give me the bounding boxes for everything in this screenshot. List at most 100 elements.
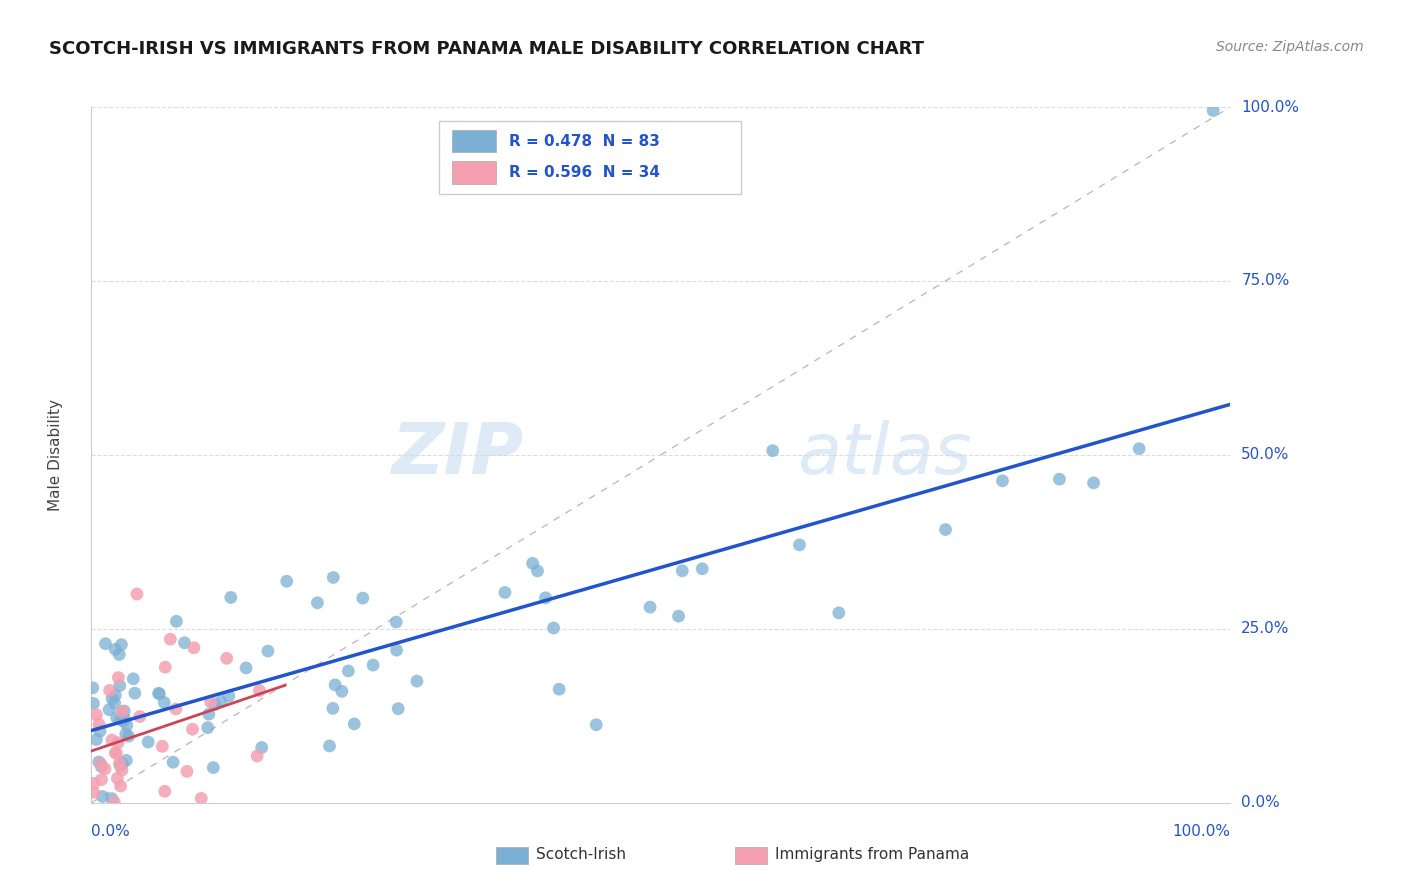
Point	[94, 762, 117, 776]
Point	[87, 755, 110, 769]
Point	[522, 557, 544, 571]
Point	[307, 596, 329, 610]
Text: Source: ZipAtlas.com: Source: ZipAtlas.com	[1216, 40, 1364, 54]
Point	[343, 717, 366, 731]
Point	[352, 591, 374, 606]
Point	[548, 682, 571, 697]
Point	[110, 638, 132, 652]
Point	[991, 474, 1014, 488]
Point	[406, 674, 429, 689]
Point	[173, 636, 195, 650]
Point	[534, 591, 557, 605]
Point	[181, 723, 204, 737]
Text: SCOTCH-IRISH VS IMMIGRANTS FROM PANAMA MALE DISABILITY CORRELATION CHART: SCOTCH-IRISH VS IMMIGRANTS FROM PANAMA M…	[49, 40, 924, 58]
Point	[526, 564, 548, 578]
Point	[105, 710, 128, 724]
Point	[89, 724, 111, 739]
Point	[101, 733, 124, 747]
Point	[204, 698, 226, 712]
Text: R = 0.596  N = 34: R = 0.596 N = 34	[509, 165, 661, 180]
Point	[83, 785, 105, 799]
Point	[104, 642, 127, 657]
Point	[200, 695, 222, 709]
Text: R = 0.478  N = 83: R = 0.478 N = 83	[509, 134, 661, 149]
Point	[235, 661, 257, 675]
Point	[153, 695, 176, 709]
Text: Male Disability: Male Disability	[48, 399, 63, 511]
Point	[318, 739, 340, 753]
Point	[789, 538, 811, 552]
Point	[83, 776, 105, 790]
Point	[692, 562, 714, 576]
Point	[111, 763, 134, 777]
Point	[249, 683, 271, 698]
Point	[762, 443, 785, 458]
Text: 0.0%: 0.0%	[1241, 796, 1279, 810]
Point	[322, 701, 344, 715]
Point	[165, 615, 187, 629]
Point	[148, 687, 170, 701]
Point	[330, 684, 353, 698]
Point	[90, 772, 112, 787]
Point	[87, 717, 110, 731]
Point	[671, 564, 693, 578]
FancyBboxPatch shape	[439, 121, 741, 194]
Point	[1047, 472, 1071, 486]
Point	[494, 585, 516, 599]
Point	[150, 739, 173, 754]
Point	[117, 729, 139, 743]
Bar	[496, 847, 527, 864]
Text: 25.0%: 25.0%	[1241, 622, 1289, 636]
Point	[125, 587, 148, 601]
Point	[246, 749, 269, 764]
Point	[202, 761, 225, 775]
Text: 50.0%: 50.0%	[1241, 448, 1289, 462]
Point	[108, 758, 131, 772]
Point	[176, 764, 198, 779]
Point	[110, 713, 132, 727]
Point	[115, 718, 138, 732]
Point	[86, 732, 108, 747]
Point	[148, 686, 170, 700]
Point	[385, 615, 408, 629]
Point	[153, 784, 176, 798]
Point	[114, 727, 136, 741]
Point	[107, 736, 129, 750]
Text: ZIP: ZIP	[392, 420, 524, 490]
Point	[122, 672, 145, 686]
Point	[1202, 103, 1225, 118]
Point	[90, 759, 112, 773]
Point	[543, 621, 565, 635]
Point	[105, 771, 128, 785]
Point	[387, 701, 409, 715]
Point	[110, 779, 132, 793]
Bar	[735, 847, 766, 864]
Point	[385, 643, 408, 657]
Point	[585, 717, 607, 731]
Point	[98, 703, 121, 717]
Point	[112, 704, 135, 718]
Point	[128, 709, 150, 723]
Point	[105, 746, 128, 760]
Point	[257, 644, 280, 658]
Point	[111, 756, 134, 771]
Point	[114, 712, 136, 726]
Point	[337, 664, 360, 678]
Point	[104, 696, 127, 710]
Point	[82, 681, 104, 695]
Point	[104, 688, 127, 702]
Point	[828, 606, 851, 620]
Point	[111, 705, 134, 719]
Point	[323, 678, 346, 692]
Point	[101, 691, 124, 706]
Point	[159, 632, 181, 647]
Bar	[453, 130, 496, 153]
Point	[183, 640, 205, 655]
Point	[111, 714, 134, 728]
Point	[108, 756, 131, 771]
Point	[638, 600, 661, 615]
Point	[162, 755, 184, 769]
Text: Immigrants from Panama: Immigrants from Panama	[775, 847, 969, 863]
Point	[198, 707, 221, 722]
Point	[668, 609, 690, 624]
